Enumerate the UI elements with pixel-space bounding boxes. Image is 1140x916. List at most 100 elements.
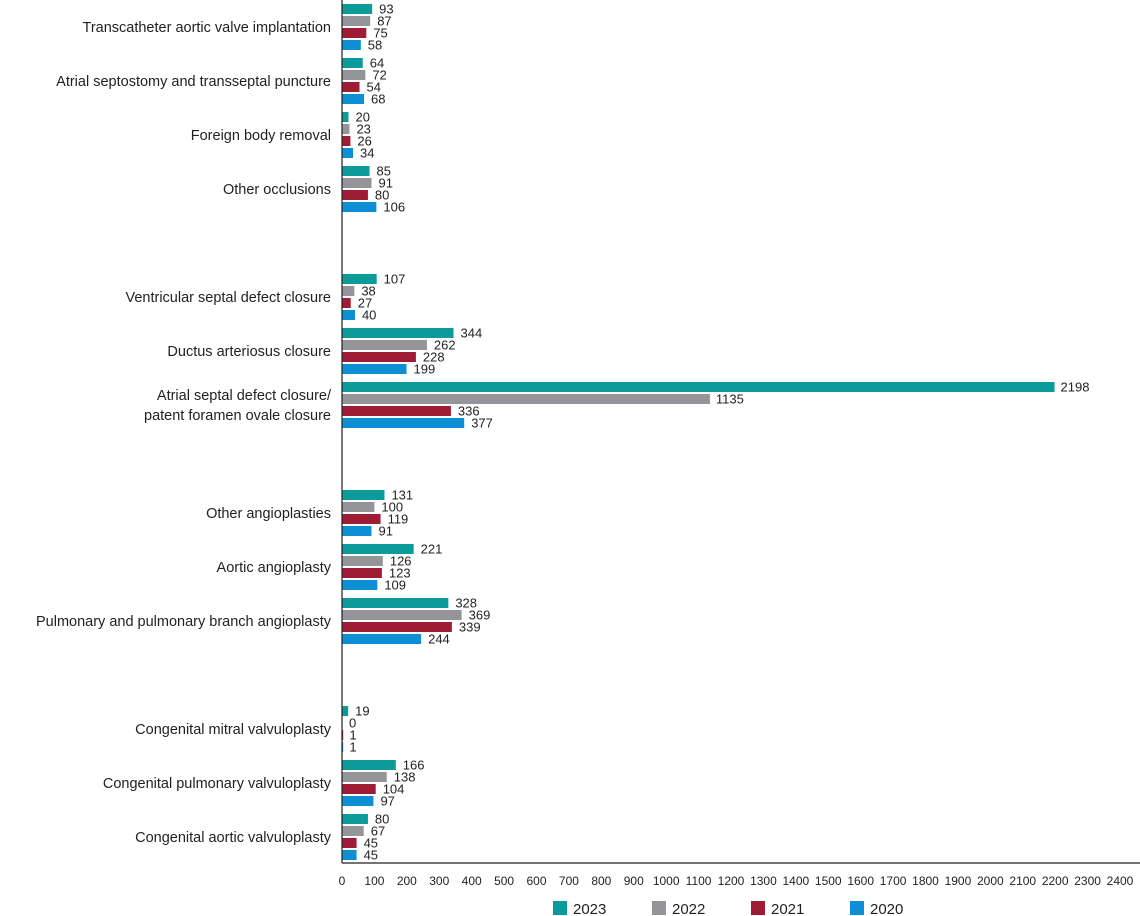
category-label: Aortic angioplasty — [217, 560, 332, 576]
x-axis-ticks: 0 100 200 300 400 500 600 700 800 900 1000 1100 1200… — [339, 874, 1134, 888]
bar-2020 — [342, 850, 357, 860]
value-label: 20 — [355, 110, 369, 125]
x-tick-label: 1900 — [945, 874, 972, 888]
bar-2020 — [342, 148, 354, 158]
value-label: 97 — [380, 794, 394, 809]
value-label: 40 — [362, 308, 376, 323]
bar-2023 — [342, 760, 396, 770]
value-label: 27 — [358, 296, 372, 311]
category-label: Other angioplasties — [206, 506, 331, 522]
value-label: 67 — [371, 824, 385, 839]
bar-2021 — [342, 352, 416, 362]
value-label: 119 — [388, 512, 409, 527]
legend-swatch-2020 — [850, 901, 864, 915]
x-tick-label: 1000 — [653, 874, 680, 888]
bar-2023 — [342, 382, 1055, 392]
value-label: 58 — [368, 38, 382, 53]
value-label: 377 — [471, 416, 493, 431]
value-label: 109 — [384, 578, 406, 593]
bar-2022 — [342, 502, 375, 512]
x-tick-label: 200 — [397, 874, 417, 888]
bar-2022 — [342, 70, 366, 80]
bar-2020 — [342, 580, 378, 590]
bar-2020 — [342, 418, 465, 428]
category-label: Congenital mitral valvuloplasty — [135, 722, 332, 738]
bar-2023 — [342, 58, 363, 68]
bar-2022 — [342, 394, 710, 404]
bar-2021 — [342, 82, 360, 92]
bar-2021 — [342, 406, 451, 416]
value-label: 369 — [469, 608, 491, 623]
value-label: 166 — [403, 758, 425, 773]
x-tick-label: 300 — [429, 874, 449, 888]
value-label: 244 — [428, 632, 450, 647]
bar-2021 — [342, 622, 452, 632]
category-label: Foreign body removal — [191, 128, 331, 144]
bar-2023 — [342, 328, 454, 338]
x-tick-label: 600 — [526, 874, 546, 888]
value-label: 221 — [421, 542, 443, 557]
bar-2021 — [342, 190, 368, 200]
value-label: 64 — [370, 56, 384, 71]
bar-2022 — [342, 178, 372, 188]
bar-2020 — [342, 40, 361, 50]
legend-swatch-2023 — [553, 901, 567, 915]
value-label: 339 — [459, 620, 481, 635]
bar-2023 — [342, 274, 377, 284]
x-tick-label: 1500 — [815, 874, 842, 888]
x-tick-label: 2000 — [977, 874, 1004, 888]
bar-2020 — [342, 526, 372, 536]
bar-2021 — [342, 28, 367, 38]
bar-2022 — [342, 826, 364, 836]
value-label: 80 — [375, 812, 389, 827]
bar-2022 — [342, 286, 355, 296]
value-label: 262 — [434, 338, 456, 353]
value-label: 106 — [383, 200, 405, 215]
bar-2023 — [342, 112, 349, 122]
x-tick-label: 1600 — [847, 874, 874, 888]
bar-2023 — [342, 544, 414, 554]
legend-swatch-2021 — [751, 901, 765, 915]
value-label: 85 — [377, 164, 391, 179]
value-label: 45 — [364, 836, 378, 851]
legend-label: 2020 — [870, 901, 903, 916]
bar-2022 — [342, 340, 427, 350]
bar-2022 — [342, 772, 387, 782]
value-label: 0 — [349, 716, 356, 731]
category-label: patent foramen ovale closure — [144, 408, 331, 424]
x-tick-label: 400 — [462, 874, 482, 888]
value-label: 45 — [364, 848, 378, 863]
value-label: 54 — [367, 80, 381, 95]
value-label: 1135 — [716, 392, 744, 407]
value-label: 87 — [377, 14, 391, 29]
value-label: 23 — [356, 122, 370, 137]
category-label: Congenital aortic valvuloplasty — [135, 830, 332, 846]
value-label: 68 — [371, 92, 385, 107]
bar-2023 — [342, 4, 373, 14]
bar-2022 — [342, 16, 371, 26]
value-label: 228 — [423, 350, 445, 365]
category-label: Transcatheter aortic valve implantation — [83, 20, 332, 36]
bar-2020 — [342, 202, 377, 212]
x-tick-label: 800 — [591, 874, 611, 888]
bar-2023 — [342, 166, 370, 176]
bar-2021 — [342, 568, 382, 578]
bar-2023 — [342, 598, 449, 608]
value-label: 138 — [394, 770, 416, 785]
bar-2023 — [342, 706, 349, 716]
category-label: Atrial septostomy and transseptal punctu… — [56, 74, 331, 90]
bar-2020 — [342, 796, 374, 806]
legend-label: 2022 — [672, 901, 705, 916]
category-label: Other occlusions — [223, 182, 331, 198]
bar-2023 — [342, 814, 368, 824]
bar-2021 — [342, 298, 351, 308]
x-tick-label: 2100 — [1009, 874, 1036, 888]
x-tick-label: 500 — [494, 874, 514, 888]
x-tick-label: 1300 — [750, 874, 777, 888]
value-label: 104 — [383, 782, 405, 797]
x-tick-label: 1400 — [782, 874, 809, 888]
x-tick-label: 100 — [364, 874, 384, 888]
x-tick-label: 1800 — [912, 874, 939, 888]
value-label: 123 — [389, 566, 411, 581]
